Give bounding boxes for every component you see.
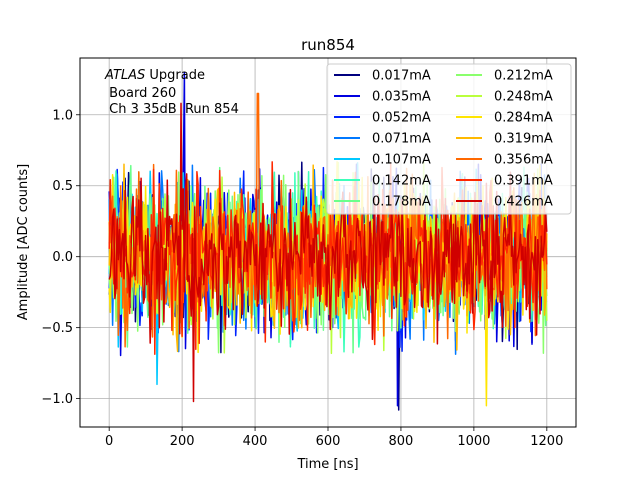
trace-series-14 (108, 102, 548, 403)
legend-label: 0.212mA (494, 69, 553, 84)
legend-label: 0.284mA (494, 111, 553, 126)
y-tick-label: −0.5 (41, 321, 73, 336)
chart-title: run854 (301, 36, 355, 54)
x-tick-label: 600 (316, 434, 341, 449)
legend-label: 0.248mA (494, 90, 553, 105)
trace-layer (108, 71, 548, 411)
legend-label: 0.142mA (372, 174, 431, 189)
y-tick-label: 1.0 (52, 108, 73, 123)
x-tick-label: 0 (105, 434, 113, 449)
x-axis-label: Time [ns] (296, 457, 358, 472)
annotation-line-3: Ch 3 35dB Run 854 (105, 102, 239, 117)
x-tick-label: 800 (389, 434, 414, 449)
legend-label: 0.178mA (372, 195, 431, 210)
legend-label: 0.017mA (372, 69, 431, 84)
y-tick-label: 0.5 (52, 179, 73, 194)
x-tick-label: 400 (243, 434, 268, 449)
x-tick-label: 1200 (530, 434, 563, 449)
legend: 0.017mA 0.035mA 0.052mA 0.071mA 0.107mA 0.142… (326, 63, 572, 215)
y-tick-label: −1.0 (41, 392, 73, 407)
y-axis-label: Amplitude [ADC counts] (16, 164, 31, 320)
y-axis-ticks: −1.0 −0.5 0.0 0.5 1.0 (41, 108, 80, 407)
annotation-line-1: ATLAS Upgrade (104, 68, 205, 83)
legend-label: 0.319mA (494, 132, 553, 147)
annotation-atlas: ATLAS (104, 68, 145, 83)
legend-box (326, 63, 572, 215)
legend-label: 0.071mA (372, 132, 431, 147)
atlas-annotation: ATLAS Upgrade Board 260 Ch 3 35dB Run 85… (104, 68, 239, 117)
annotation-line-2: Board 260 (105, 86, 176, 101)
x-tick-label: 1000 (457, 434, 490, 449)
legend-label: 0.052mA (372, 111, 431, 126)
x-axis-ticks: 0 200 400 600 800 1000 1200 (105, 427, 563, 449)
annotation-upgrade: Upgrade (145, 68, 205, 83)
legend-label: 0.107mA (372, 153, 431, 168)
y-tick-label: 0.0 (52, 250, 73, 265)
legend-label: 0.356mA (494, 153, 553, 168)
legend-label: 0.035mA (372, 90, 431, 105)
x-tick-label: 200 (170, 434, 195, 449)
legend-label: 0.426mA (494, 195, 553, 210)
legend-label: 0.391mA (494, 174, 553, 189)
